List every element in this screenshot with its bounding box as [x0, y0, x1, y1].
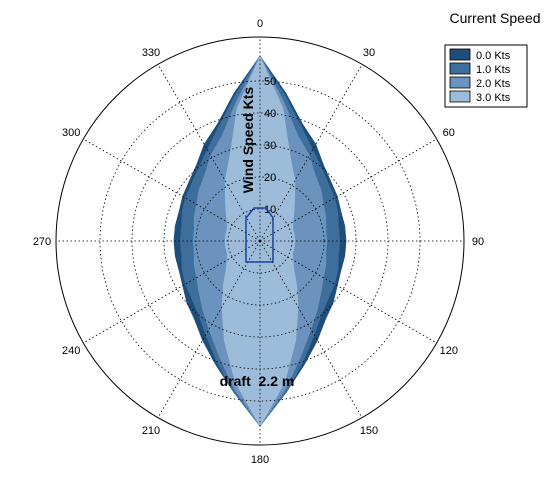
legend-label-1: 1.0 Kts [476, 64, 511, 76]
angle-tick-label-270: 270 [33, 236, 51, 248]
grid-layer [56, 37, 464, 445]
radial-tick-label-20: 20 [264, 172, 276, 184]
radial-axis-title: Wind Speed Kts [240, 87, 256, 194]
legend-swatch-1 [449, 62, 471, 75]
vessel-outline [245, 207, 274, 263]
angle-tick-label-120: 120 [440, 345, 458, 357]
outer-circle [55, 36, 465, 446]
legend: 0.0 Kts 1.0 Kts 2.0 Kts 3.0 Kts [444, 44, 528, 108]
angle-tick-label-180: 180 [251, 454, 269, 466]
angle-tick-label-300: 300 [62, 127, 80, 139]
legend-swatch-3 [449, 90, 471, 103]
radial-labels: 10 20 30 40 50 [264, 76, 276, 216]
draft-annotation: draft 2.2 m [220, 373, 295, 389]
radial-tick-label-40: 40 [264, 108, 276, 120]
angle-tick-label-30: 30 [363, 47, 375, 59]
angle-tick-label-0: 0 [257, 18, 263, 30]
legend-label-3: 3.0 Kts [476, 92, 511, 104]
angle-labels: 0 30 60 90 120 150 180 210 240 270 300 330 [33, 18, 484, 466]
angle-tick-label-240: 240 [62, 345, 80, 357]
legend-label-2: 2.0 Kts [476, 78, 511, 90]
chart-title: Current Speed [449, 10, 540, 26]
legend-swatch-0 [449, 48, 471, 61]
radial-tick-label-30: 30 [264, 140, 276, 152]
radial-tick-label-50: 50 [264, 76, 276, 88]
angle-tick-label-330: 330 [142, 47, 160, 59]
radial-tick-label-10: 10 [264, 204, 276, 216]
angle-tick-label-210: 210 [142, 425, 160, 437]
angle-tick-label-150: 150 [360, 425, 378, 437]
legend-swatch-2 [449, 76, 471, 89]
legend-label-0: 0.0 Kts [476, 50, 511, 62]
angle-tick-label-60: 60 [443, 127, 455, 139]
angle-tick-label-90: 90 [472, 236, 484, 248]
